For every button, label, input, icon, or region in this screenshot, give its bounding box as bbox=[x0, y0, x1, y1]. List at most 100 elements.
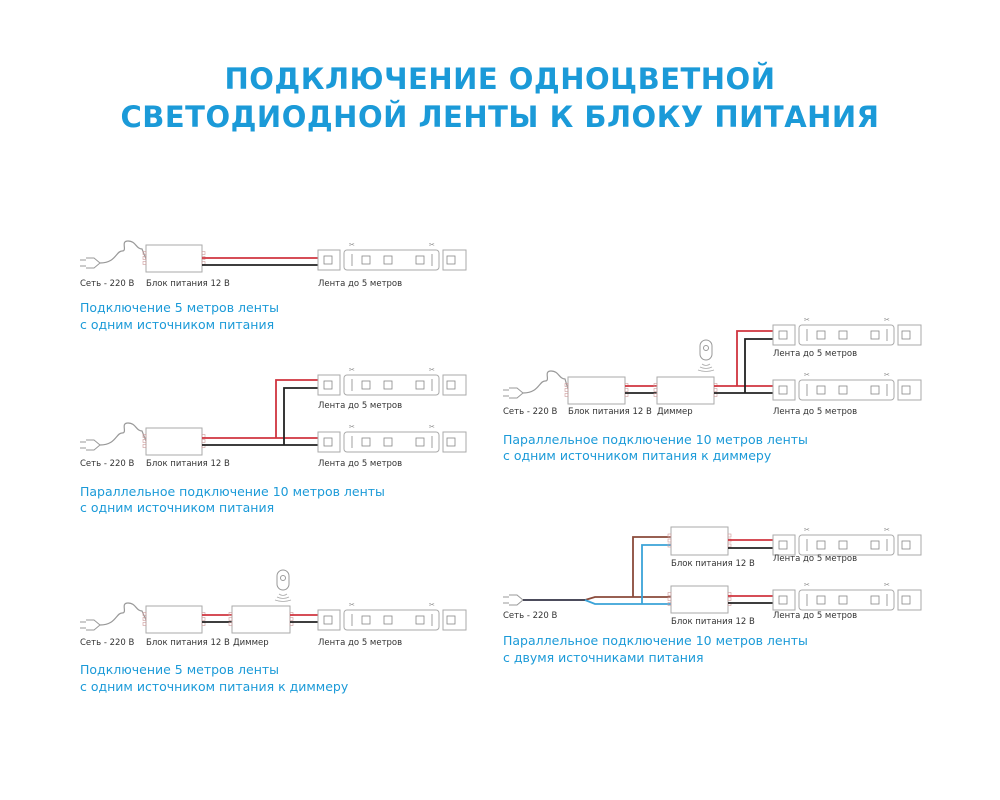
wire bbox=[744, 338, 773, 393]
terminal bbox=[142, 444, 147, 448]
power-supply bbox=[142, 427, 206, 456]
caption-3-line-2: с одним источником питания к диммеру bbox=[80, 679, 349, 694]
led-chip-icon bbox=[816, 540, 826, 550]
scissors-icon: ✂ bbox=[884, 581, 890, 589]
scissors-icon: ✂ bbox=[349, 241, 355, 249]
terminal bbox=[142, 261, 147, 265]
plug-icon bbox=[86, 439, 101, 451]
strip-label: Лента до 5 метров bbox=[318, 401, 403, 411]
scissors-icon: ✂ bbox=[429, 601, 435, 609]
strip-segment bbox=[897, 324, 922, 346]
led-strip: ✂ ✂ bbox=[772, 371, 922, 401]
led-chip-icon bbox=[383, 437, 393, 447]
strip-segment bbox=[772, 589, 796, 611]
strip-segment bbox=[772, 534, 796, 556]
power-plug bbox=[80, 422, 147, 451]
led-chip-icon bbox=[323, 615, 333, 625]
power-supply-body bbox=[670, 585, 729, 614]
caption-1-line-2: с одним источником питания bbox=[80, 317, 275, 332]
terminal bbox=[727, 533, 732, 538]
wire bbox=[275, 379, 318, 438]
strip-segment bbox=[897, 589, 922, 611]
page-title-line-1: ПОДКЛЮЧЕНИЕ ОДНОЦВЕТНОЙ bbox=[224, 62, 776, 96]
terminal bbox=[228, 617, 233, 621]
led-chip-icon bbox=[415, 615, 425, 625]
led-chip-icon bbox=[870, 595, 880, 605]
led-strip: ✂ ✂ bbox=[772, 526, 922, 556]
wire bbox=[584, 596, 671, 601]
led-chip-icon bbox=[838, 385, 848, 395]
terminal bbox=[653, 383, 658, 387]
signal-wave bbox=[278, 593, 288, 596]
led-strip: ✂ ✂ bbox=[772, 316, 922, 346]
strip-segment bbox=[798, 589, 895, 611]
terminal bbox=[201, 617, 206, 621]
scissors-icon: ✂ bbox=[804, 526, 810, 534]
caption-4-line-1: Параллельное подключение 10 метров ленты bbox=[503, 432, 808, 447]
led-chip-icon bbox=[446, 380, 456, 390]
terminal bbox=[564, 383, 569, 387]
remote-button bbox=[703, 345, 709, 351]
led-chip-icon bbox=[778, 540, 788, 550]
dimmer bbox=[228, 605, 294, 634]
signal-wave bbox=[276, 596, 290, 599]
strip-label: Лента до 5 метров bbox=[773, 349, 858, 359]
terminal bbox=[142, 439, 147, 443]
led-chip-icon bbox=[323, 380, 333, 390]
strip-label: Лента до 5 метров bbox=[773, 554, 858, 564]
power-cord bbox=[99, 240, 147, 264]
plug-icon bbox=[86, 257, 101, 269]
terminal bbox=[667, 597, 672, 601]
scissors-icon: ✂ bbox=[804, 581, 810, 589]
wire bbox=[641, 544, 671, 604]
power-cord bbox=[99, 602, 147, 626]
led-strip: ✂ ✂ bbox=[317, 366, 467, 396]
led-chip-icon bbox=[870, 540, 880, 550]
caption-3-line-1: Подключение 5 метров ленты bbox=[80, 662, 280, 677]
led-chip-icon bbox=[383, 380, 393, 390]
led-chip-icon bbox=[415, 255, 425, 265]
power-supply bbox=[564, 376, 629, 405]
strip-segment bbox=[442, 374, 467, 396]
terminal bbox=[667, 538, 672, 543]
led-strip: ✂ ✂ bbox=[317, 601, 467, 631]
led-chip-icon bbox=[446, 255, 456, 265]
power-plug bbox=[80, 602, 147, 631]
strip-segment bbox=[317, 374, 341, 396]
led-chip-icon bbox=[870, 330, 880, 340]
terminal bbox=[667, 592, 672, 596]
strip-segment bbox=[798, 379, 895, 401]
psu-label: Блок питания 12 В bbox=[146, 459, 230, 469]
dimmer bbox=[653, 376, 718, 405]
wire bbox=[736, 330, 773, 386]
signal-wave bbox=[701, 363, 711, 366]
terminal bbox=[564, 393, 569, 397]
terminal bbox=[201, 251, 206, 255]
mains-label: Сеть - 220 В bbox=[80, 638, 135, 648]
psu-label: Блок питания 12 В bbox=[671, 559, 755, 569]
wire bbox=[632, 536, 671, 597]
scissors-icon: ✂ bbox=[804, 371, 810, 379]
strip-label: Лента до 5 метров bbox=[773, 611, 858, 621]
scissors-icon: ✂ bbox=[349, 601, 355, 609]
strip-segment bbox=[343, 249, 440, 271]
strip-segment bbox=[317, 431, 341, 453]
dimmer-label: Диммер bbox=[233, 638, 269, 648]
strip-segment bbox=[317, 249, 341, 271]
led-chip-icon bbox=[901, 330, 911, 340]
power-supply-body bbox=[145, 244, 203, 273]
led-chip-icon bbox=[838, 330, 848, 340]
strip-label: Лента до 5 метров bbox=[318, 459, 403, 469]
led-chip-icon bbox=[778, 330, 788, 340]
led-chip-icon bbox=[361, 380, 371, 390]
led-chip-icon bbox=[816, 330, 826, 340]
power-supply-body bbox=[145, 605, 203, 634]
power-supply bbox=[142, 605, 206, 634]
power-plug bbox=[80, 240, 147, 269]
caption-5-line-2: с двумя источниками питания bbox=[503, 650, 704, 665]
scissors-icon: ✂ bbox=[884, 371, 890, 379]
wire bbox=[283, 387, 318, 445]
led-chip-icon bbox=[778, 385, 788, 395]
terminal bbox=[142, 251, 147, 255]
